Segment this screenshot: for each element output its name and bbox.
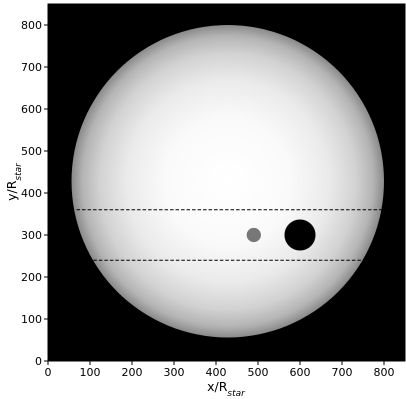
y-tick-label: 300 [21,229,42,242]
x-tick-label: 200 [122,366,143,379]
y-tick-label: 600 [21,103,42,116]
y-tick-label: 400 [21,187,42,200]
y-tick-label: 500 [21,145,42,158]
x-axis-label: x/Rstar [207,379,246,399]
y-axis-label: y/Rstar [4,162,24,201]
x-tick-label: 600 [290,366,311,379]
x-tick-label: 500 [248,366,269,379]
plot-area [47,3,406,362]
x-tick-label: 0 [45,366,52,379]
x-tick-label: 100 [80,366,101,379]
transiting-body-1 [284,219,316,251]
y-tick-label: 200 [21,271,42,284]
y-tick-label: 100 [21,313,42,326]
x-tick-label: 300 [164,366,185,379]
x-tick-label: 800 [374,366,395,379]
plot-frame [47,3,406,362]
transiting-body-2 [246,227,261,243]
y-axis: 0 100 200 300 400 500 600 700 800 [21,19,48,368]
x-tick-label: 400 [206,366,227,379]
x-tick-label: 700 [332,366,353,379]
x-axis: 0 100 200 300 400 500 600 700 800 [45,361,395,379]
y-tick-label: 700 [21,61,42,74]
y-tick-label: 0 [35,355,42,368]
y-tick-label: 800 [21,19,42,32]
star-disk [71,25,384,338]
